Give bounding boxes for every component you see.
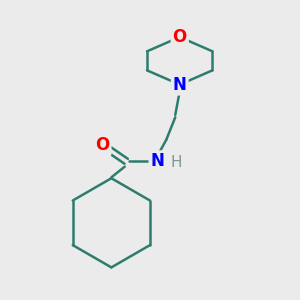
Text: H: H	[171, 155, 182, 170]
Text: O: O	[95, 136, 110, 154]
Text: N: N	[151, 152, 164, 170]
Text: N: N	[173, 76, 187, 94]
Text: O: O	[172, 28, 187, 46]
